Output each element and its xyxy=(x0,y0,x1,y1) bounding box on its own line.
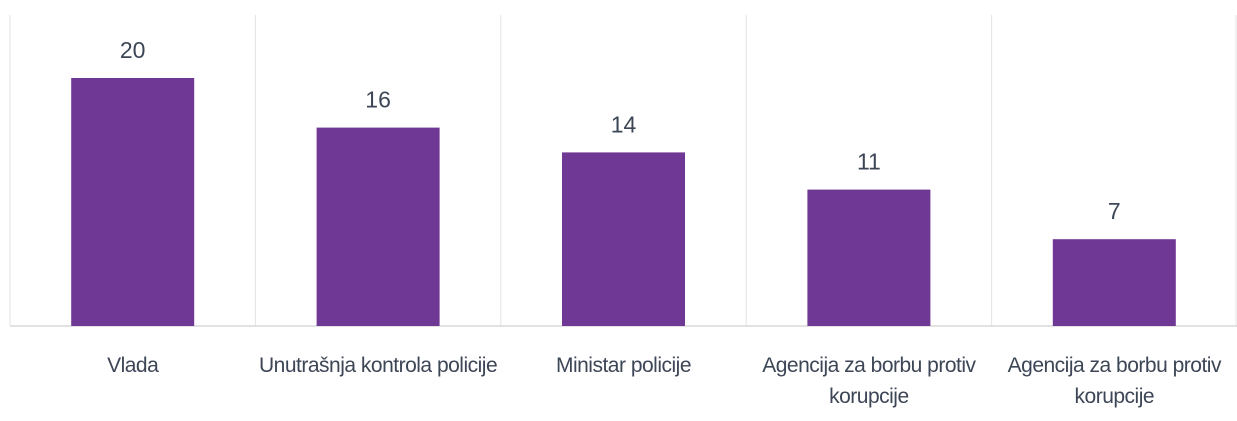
bar xyxy=(71,78,195,326)
value-label: 11 xyxy=(857,149,881,175)
x-tick-label: Unutrašnja kontrola policije xyxy=(259,354,498,377)
value-label: 16 xyxy=(365,87,391,113)
bar xyxy=(1052,239,1176,326)
x-tick-label: Agencija za borbu protiv korupcije xyxy=(762,354,976,408)
value-label: 7 xyxy=(1108,198,1121,224)
value-label: 20 xyxy=(120,37,146,63)
x-tick-label: Ministar policije xyxy=(555,354,692,377)
value-label: 14 xyxy=(611,111,637,137)
x-tick-label: Vlada xyxy=(107,354,159,377)
bar xyxy=(316,127,440,326)
bar xyxy=(807,189,931,326)
x-tick-label: Agencija za borbu protiv korupcije xyxy=(1007,354,1222,408)
bar xyxy=(562,152,685,326)
